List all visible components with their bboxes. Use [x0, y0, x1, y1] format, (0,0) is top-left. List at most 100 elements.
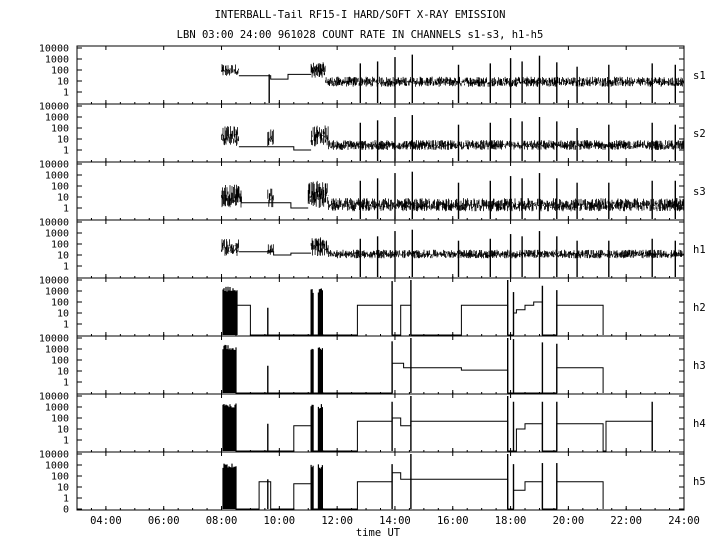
noise-segment — [267, 244, 274, 255]
series-h4 — [222, 396, 653, 452]
x-tick-label: 22:00 — [610, 515, 642, 527]
series-s3 — [221, 171, 685, 219]
noise-segment — [221, 239, 239, 256]
y-tick-label: 10 — [57, 193, 69, 204]
y-tick-label: 10 — [57, 425, 69, 436]
y-tick-label: 10000 — [39, 392, 69, 403]
y-tick-label: 1 — [63, 146, 69, 157]
x-tick-label: 12:00 — [321, 515, 353, 527]
noise-segment — [221, 126, 239, 146]
series-s2 — [221, 115, 685, 161]
burst-block — [317, 347, 323, 393]
y-tick-label: 0 — [63, 505, 69, 516]
step-line — [236, 472, 604, 510]
noise-segment — [328, 198, 685, 212]
y-tick-label: 1 — [63, 494, 69, 505]
noise-segment — [310, 125, 329, 147]
x-axis-label: time UT — [356, 527, 401, 539]
step-line — [238, 73, 312, 80]
x-tick-label: 10:00 — [264, 515, 296, 527]
y-tick-label: 100 — [51, 66, 69, 77]
noise-segment — [328, 249, 685, 259]
y-tick-label: 1000 — [45, 113, 69, 124]
x-tick-label: 08:00 — [206, 515, 238, 527]
y-tick-label: 1000 — [45, 55, 69, 66]
step-line — [241, 202, 309, 209]
panel-frame — [76, 45, 685, 105]
y-tick-label: 1000 — [45, 287, 69, 298]
y-tick-label: 10 — [57, 135, 69, 146]
noise-segment — [267, 188, 274, 208]
step-line — [238, 146, 312, 151]
x-tick-label: 14:00 — [379, 515, 411, 527]
y-tick-label: 1000 — [45, 403, 69, 414]
y-tick-label: 10000 — [39, 44, 69, 55]
channel-label-h4: h4 — [693, 418, 706, 430]
x-tick-label: 24:00 — [668, 515, 700, 527]
y-tick-label: 10 — [57, 309, 69, 320]
y-tick-label: 100 — [51, 182, 69, 193]
panel-frame — [76, 219, 685, 279]
burst-block — [222, 286, 238, 335]
panel-frame — [76, 277, 685, 337]
y-tick-label: 1 — [63, 436, 69, 447]
y-tick-label: 10 — [57, 367, 69, 378]
panel-frame — [76, 335, 685, 395]
step-line — [236, 417, 653, 452]
panel-frame — [76, 393, 685, 453]
chart-subtitle: LBN 03:00 24:00 961028 COUNT RATE IN CHA… — [176, 29, 544, 41]
y-tick-label: 100 — [51, 414, 69, 425]
chart-title: INTERBALL-Tail RF15-I HARD/SOFT X-RAY EM… — [214, 9, 506, 21]
burst-block — [317, 288, 323, 335]
series-h2 — [222, 280, 604, 336]
noise-segment — [325, 76, 684, 87]
time-axis: 04:00 06:00 08:00 10:00 12:00 14:00 16:00 18:00… — [90, 515, 700, 527]
series-h1 — [221, 229, 685, 277]
panel-frame — [76, 451, 685, 511]
burst-block — [222, 403, 237, 451]
step-line — [238, 251, 312, 256]
burst-block — [222, 344, 237, 393]
burst-block — [222, 463, 237, 509]
noise-segment — [328, 140, 685, 150]
y-tick-label: 10000 — [39, 276, 69, 287]
y-tick-label: 1000 — [45, 229, 69, 240]
channel-label-s1: s1 — [693, 70, 706, 82]
y-tick-label: 10000 — [39, 218, 69, 229]
panel-frame — [76, 161, 685, 221]
noise-segment — [310, 62, 326, 78]
series-h5 — [222, 454, 604, 510]
series-s1 — [221, 54, 684, 103]
x-tick-label: 16:00 — [437, 515, 469, 527]
step-line — [236, 362, 604, 394]
y-tick-label: 10000 — [39, 160, 69, 171]
y-tick-label: 1 — [63, 378, 69, 389]
noise-segment — [221, 184, 242, 208]
channel-label-h2: h2 — [693, 302, 706, 314]
noise-segment — [310, 237, 329, 256]
panel-frame — [76, 103, 685, 163]
y-tick-label: 10 — [57, 251, 69, 262]
y-tick-label: 1 — [63, 88, 69, 99]
noise-segment — [307, 180, 329, 208]
y-tick-label: 10000 — [39, 450, 69, 461]
x-tick-label: 06:00 — [148, 515, 180, 527]
y-tick-label: 10 — [57, 483, 69, 494]
burst-block — [317, 464, 323, 509]
y-tick-label: 100 — [51, 124, 69, 135]
y-tick-label: 100 — [51, 240, 69, 251]
y-tick-label: 1000 — [45, 461, 69, 472]
y-tick-label: 1000 — [45, 171, 69, 182]
y-tick-label: 10000 — [39, 102, 69, 113]
burst-block — [310, 289, 314, 335]
burst-block — [310, 348, 314, 393]
y-tick-label: 100 — [51, 356, 69, 367]
y-tick-label: 1 — [63, 204, 69, 215]
